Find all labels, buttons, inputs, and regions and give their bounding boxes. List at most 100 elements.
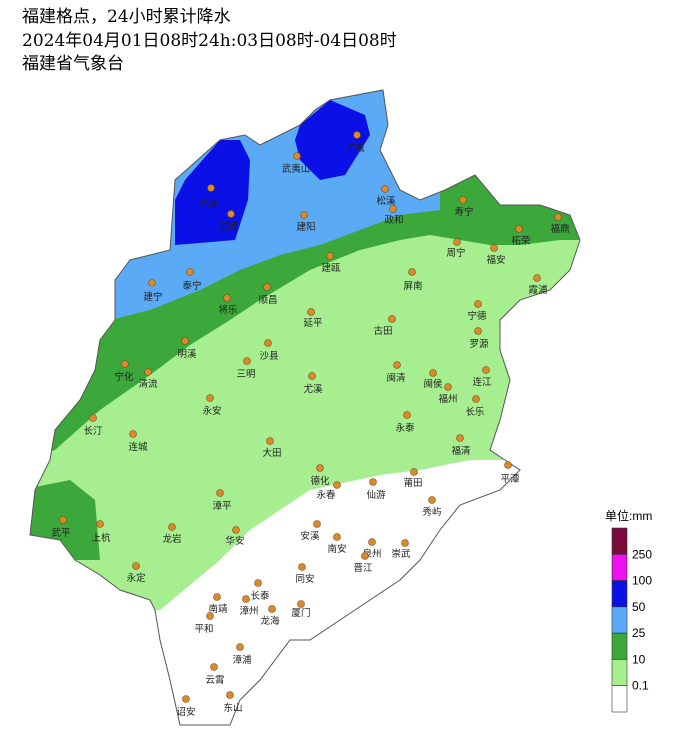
- station-dot: [333, 533, 341, 541]
- station-dot: [472, 395, 480, 403]
- station-dot: [353, 131, 361, 139]
- zone: [175, 140, 250, 245]
- station-label: 晋江: [353, 563, 373, 574]
- station-label: 华安: [225, 535, 244, 547]
- station-dot: [456, 434, 464, 442]
- station-label: 漳州: [239, 605, 258, 617]
- period: 2024年04月01日08时24h:03日08时-04日08时: [22, 31, 397, 51]
- legend-label: 10: [632, 652, 646, 666]
- station-label: 平和: [194, 624, 213, 635]
- station-dot: [533, 274, 541, 282]
- station-dot: [268, 605, 276, 613]
- station-label: 武夷山: [282, 163, 311, 175]
- station-label: 顺昌: [258, 295, 277, 306]
- station-dot: [410, 468, 418, 476]
- station-dot: [361, 552, 369, 560]
- station-label: 南安: [327, 543, 346, 555]
- legend-label: 100: [632, 574, 652, 588]
- station-dot: [148, 279, 156, 287]
- station-label: 厦门: [291, 607, 310, 619]
- station-label: 寿宁: [454, 206, 473, 218]
- station-label: 泰宁: [182, 280, 201, 292]
- station-dot: [428, 496, 436, 504]
- station-dot: [308, 372, 316, 380]
- station-dot: [242, 595, 250, 603]
- station-label: 尤溪: [303, 383, 323, 395]
- station-dot: [388, 315, 396, 323]
- station-dot: [263, 283, 271, 291]
- station-label: 松溪: [376, 195, 396, 207]
- station-dot: [216, 489, 224, 497]
- station-label: 闽清: [386, 372, 406, 384]
- station-label: 长汀: [83, 425, 103, 437]
- station-dot: [181, 337, 189, 345]
- station-label: 建阳: [296, 221, 315, 233]
- station-label: 东山: [223, 702, 242, 714]
- station-dot: [368, 538, 376, 546]
- legend-label: 50: [632, 600, 646, 614]
- station-dot: [504, 461, 512, 469]
- station-dot: [121, 360, 129, 368]
- legend-title: 单位:mm: [605, 508, 652, 523]
- station-dot: [236, 643, 244, 651]
- station-label: 南靖: [208, 603, 228, 615]
- station-dot: [206, 394, 214, 402]
- station-dot: [254, 579, 262, 587]
- station-label: 古田: [373, 325, 392, 337]
- station-label: 仙游: [366, 489, 386, 501]
- station-label: 福鼎: [550, 223, 569, 235]
- station-dot: [168, 523, 176, 531]
- station-dot: [243, 357, 251, 365]
- station-label: 同安: [295, 573, 314, 585]
- zone: [295, 100, 370, 180]
- station-label: 罗源: [469, 339, 489, 350]
- station-label: 霞浦: [528, 284, 548, 296]
- station-dot: [129, 430, 137, 438]
- station-label: 屏南: [403, 280, 422, 292]
- station-label: 宁化: [114, 371, 134, 383]
- station-label: 连城: [128, 441, 148, 453]
- station-label: 闽侯: [423, 378, 443, 390]
- station-dot: [459, 196, 467, 204]
- station-dot: [223, 294, 231, 302]
- station-dot: [227, 210, 235, 218]
- station-dot: [408, 268, 416, 276]
- station-dot: [89, 414, 97, 422]
- station-label: 明溪: [177, 348, 197, 360]
- station-label: 永定: [126, 572, 146, 584]
- station-label: 福安: [486, 254, 505, 266]
- legend-swatch: [611, 606, 628, 634]
- station-label: 福州: [438, 393, 457, 405]
- legend-swatch: [611, 632, 628, 660]
- station-label: 安溪: [300, 530, 320, 542]
- station-dot: [226, 691, 234, 699]
- station-dot: [182, 695, 190, 703]
- legend: 单位:mm 250 100 50 25 10 0.1: [605, 508, 652, 713]
- station-label: 周宁: [446, 247, 465, 259]
- station-label: 永泰: [395, 422, 415, 434]
- station-dot: [482, 366, 490, 374]
- station-dot: [444, 383, 452, 391]
- station-dot: [313, 520, 321, 528]
- station-label: 武平: [51, 527, 71, 539]
- station-dot: [369, 478, 377, 486]
- station-label: 延平: [303, 317, 323, 329]
- station-label: 上杭: [91, 532, 111, 544]
- station-dot: [490, 244, 498, 252]
- station-label: 沙县: [259, 351, 278, 362]
- station-dot: [453, 238, 461, 246]
- station-dot: [210, 663, 218, 671]
- station-dot: [207, 184, 215, 192]
- station-label: 连江: [472, 376, 492, 388]
- station-dot: [474, 327, 482, 335]
- station-label: 大田: [262, 447, 281, 459]
- station-label: 永安: [202, 405, 221, 417]
- station-dot: [381, 185, 389, 193]
- station-label: 永春: [316, 489, 336, 501]
- station-dot: [293, 152, 301, 160]
- station-label: 清流: [138, 378, 158, 390]
- station-dot: [59, 516, 67, 524]
- station-dot: [474, 300, 482, 308]
- station-label: 福清: [451, 445, 471, 457]
